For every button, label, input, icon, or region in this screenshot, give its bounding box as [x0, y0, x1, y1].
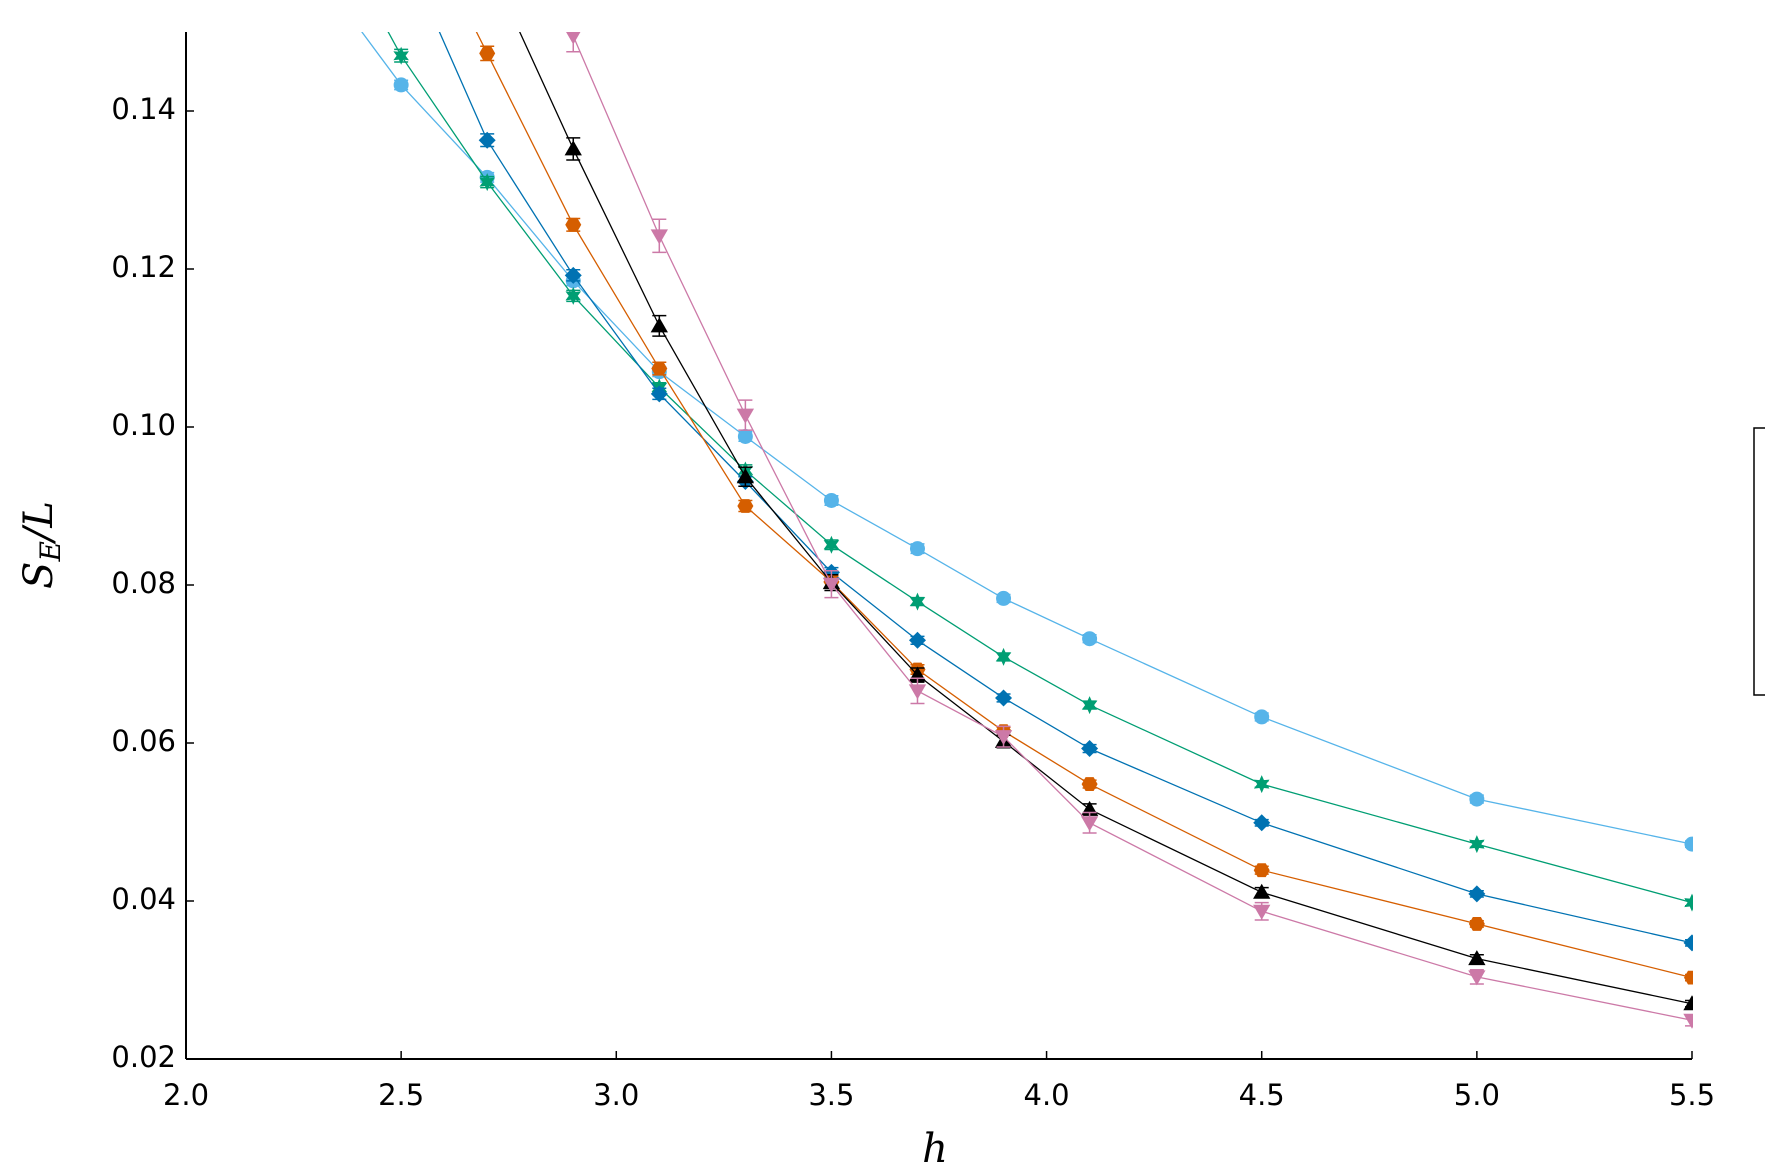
x-tick-label: 2.5	[378, 1078, 424, 1112]
x-tick-label: 3.5	[808, 1078, 854, 1112]
marker	[478, 131, 496, 149]
marker	[1082, 631, 1098, 647]
marker	[822, 577, 841, 593]
marker	[909, 592, 926, 611]
marker	[565, 217, 582, 232]
series-line	[475, 32, 1693, 979]
y-tick-label: 0.14	[111, 92, 176, 126]
marker	[650, 317, 668, 333]
x-tick-label: 4.0	[1024, 1078, 1070, 1112]
y-tick-label: 0.08	[111, 566, 176, 600]
marker	[1684, 970, 1693, 985]
marker	[1253, 775, 1270, 794]
marker	[995, 647, 1012, 666]
marker	[1081, 696, 1098, 715]
marker	[994, 730, 1013, 746]
marker	[393, 46, 409, 65]
x-axis-label: h	[922, 1126, 948, 1172]
marker	[1468, 950, 1486, 966]
marker	[823, 492, 839, 508]
marker	[1468, 885, 1486, 903]
marker	[1254, 709, 1270, 725]
y-axis-label-main: S	[16, 562, 62, 589]
marker	[1253, 904, 1271, 920]
marker	[479, 173, 495, 192]
marker	[1684, 893, 1693, 912]
y-tick-label: 0.06	[111, 724, 176, 758]
marker	[1253, 814, 1271, 832]
marker	[479, 46, 496, 61]
legend-box	[1753, 427, 1765, 696]
marker	[996, 590, 1012, 606]
marker	[564, 140, 582, 156]
marker	[1081, 777, 1098, 792]
marker	[737, 499, 754, 513]
marker	[393, 77, 409, 93]
marker	[1080, 816, 1099, 832]
marker	[995, 689, 1013, 707]
marker	[1684, 836, 1693, 852]
marker	[908, 631, 926, 649]
marker	[736, 468, 755, 484]
plot-area	[361, 32, 1693, 1029]
y-tick-label: 0.12	[111, 250, 176, 284]
x-tick-label: 5.5	[1669, 1078, 1715, 1112]
series-line	[361, 32, 1693, 845]
marker	[650, 385, 668, 403]
marker	[564, 266, 582, 284]
marker	[823, 535, 840, 554]
x-tick-label: 3.0	[593, 1078, 639, 1112]
marker	[908, 684, 927, 700]
y-axis-label: SE/L	[16, 501, 67, 589]
marker	[650, 229, 668, 245]
marker	[651, 361, 668, 376]
y-tick-label: 0.04	[111, 882, 176, 916]
marker	[737, 428, 753, 444]
marker	[1253, 883, 1271, 899]
x-tick-label: 2.0	[163, 1078, 209, 1112]
marker	[1081, 740, 1099, 758]
marker	[736, 408, 755, 424]
y-axis-label-rest: /L	[16, 501, 62, 545]
x-tick-label: 4.5	[1239, 1078, 1285, 1112]
marker	[1253, 863, 1270, 878]
y-axis-label-sub: E	[34, 541, 67, 562]
marker	[1468, 916, 1485, 931]
marker	[565, 286, 582, 305]
marker	[909, 541, 925, 557]
marker	[1469, 835, 1485, 854]
marker	[1469, 791, 1485, 807]
marker	[1683, 995, 1693, 1011]
series-line	[387, 32, 1693, 904]
marker	[1683, 934, 1693, 952]
marker	[1683, 1013, 1693, 1029]
series-line	[572, 35, 1693, 1021]
marker	[1468, 970, 1486, 986]
x-tick-label: 5.0	[1454, 1078, 1500, 1112]
series-line	[438, 32, 1693, 944]
y-tick-label: 0.10	[111, 408, 176, 442]
y-tick-label: 0.02	[111, 1040, 176, 1074]
marker	[566, 32, 581, 45]
